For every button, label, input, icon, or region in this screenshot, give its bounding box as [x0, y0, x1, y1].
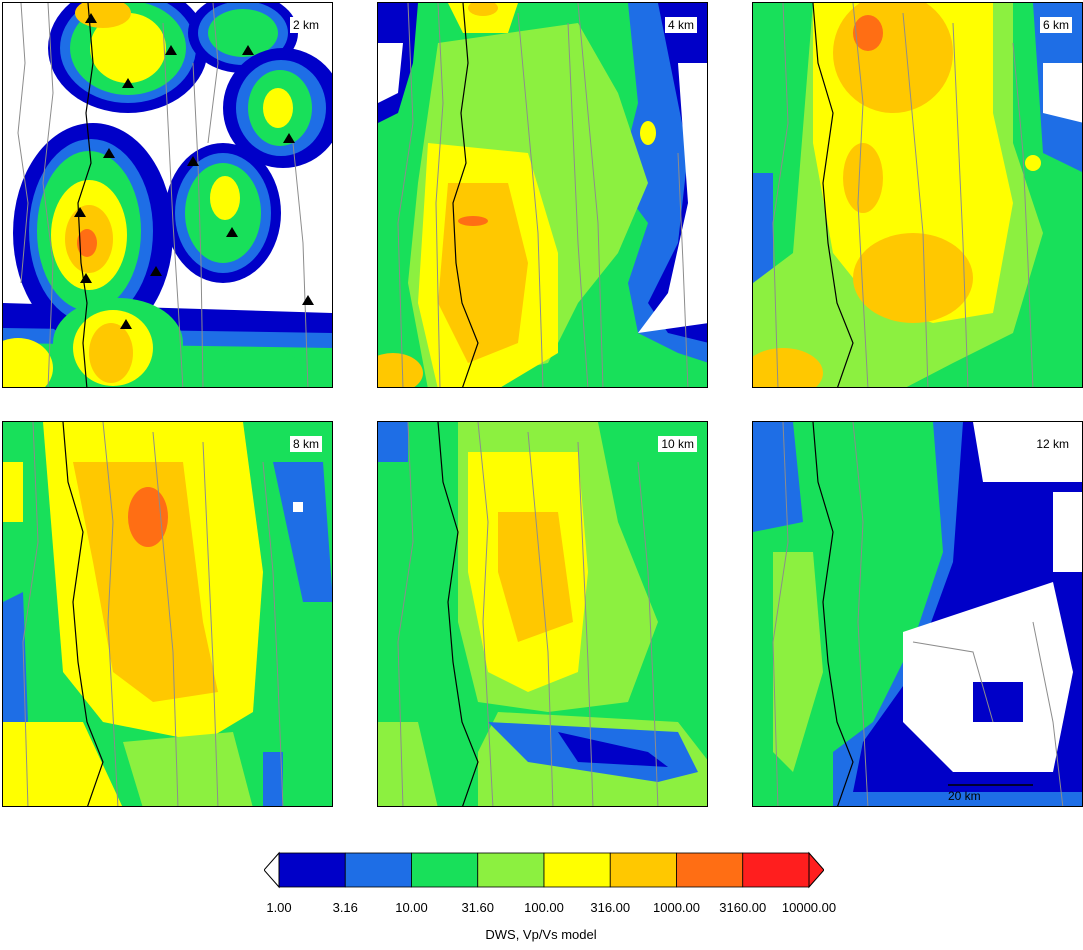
depth-label: 6 km — [1039, 17, 1072, 33]
colorbar-bin — [477, 852, 545, 888]
colorbar-tick-label: 3.16 — [332, 900, 358, 915]
scale-bar-label: 20 km — [948, 789, 981, 803]
colorbar-tick-label: 1.00 — [266, 900, 292, 915]
colorbar-bin — [609, 852, 677, 888]
colorbar-bin — [278, 852, 346, 888]
colorbar-title: DWS, Vp/Vs model — [485, 927, 597, 942]
depth-label: 12 km — [1033, 436, 1072, 452]
dws-map-4km — [378, 3, 707, 387]
map-panel-8km: 8 km — [2, 421, 333, 807]
map-panel-12km: 12 km 20 km — [752, 421, 1083, 807]
map-panel-6km: 6 km — [752, 2, 1083, 388]
map-panel-4km: 4 km — [377, 2, 708, 388]
colorbar-tick-label: 1000.00 — [653, 900, 700, 915]
depth-label: 10 km — [658, 436, 697, 452]
colorbar-tick-label: 316.00 — [590, 900, 631, 915]
colorbar-bin — [676, 852, 744, 888]
dws-map-6km — [753, 3, 1082, 387]
map-panel-10km: 10 km — [377, 421, 708, 807]
colorbar-high-arrow — [808, 851, 824, 889]
colorbar-tick-label: 3160.00 — [719, 900, 767, 915]
depth-label: 2 km — [289, 17, 322, 33]
dws-map-12km — [753, 422, 1082, 806]
colorbar-tick-label: 31.60 — [461, 900, 495, 915]
dws-map-2km — [3, 3, 332, 387]
colorbar-bin — [742, 852, 810, 888]
colorbar-tick-label: 10.00 — [395, 900, 428, 915]
colorbar-tick-label: 10000.00 — [781, 900, 837, 915]
colorbar-bin — [411, 852, 479, 888]
colorbar — [264, 851, 824, 889]
dws-map-10km — [378, 422, 707, 806]
map-panel-2km: 2 km — [2, 2, 333, 388]
colorbar-tick-label: 100.00 — [524, 900, 564, 915]
dws-map-8km — [3, 422, 332, 806]
colorbar-bin — [344, 852, 412, 888]
colorbar-low-arrow — [264, 851, 280, 889]
colorbar-bin — [543, 852, 611, 888]
depth-label: 8 km — [289, 436, 322, 452]
depth-label: 4 km — [664, 17, 697, 33]
